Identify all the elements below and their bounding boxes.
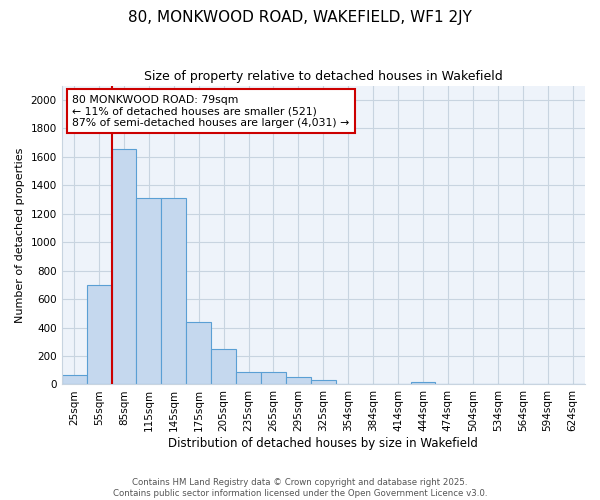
Text: 80 MONKWOOD ROAD: 79sqm
← 11% of detached houses are smaller (521)
87% of semi-d: 80 MONKWOOD ROAD: 79sqm ← 11% of detache… [72, 94, 349, 128]
Y-axis label: Number of detached properties: Number of detached properties [15, 148, 25, 322]
Bar [186, 322, 211, 384]
Bar [410, 382, 436, 384]
Bar [286, 378, 311, 384]
Title: Size of property relative to detached houses in Wakefield: Size of property relative to detached ho… [144, 70, 503, 83]
Text: 80, MONKWOOD ROAD, WAKEFIELD, WF1 2JY: 80, MONKWOOD ROAD, WAKEFIELD, WF1 2JY [128, 10, 472, 25]
Bar [62, 375, 86, 384]
Text: Contains HM Land Registry data © Crown copyright and database right 2025.
Contai: Contains HM Land Registry data © Crown c… [113, 478, 487, 498]
X-axis label: Distribution of detached houses by size in Wakefield: Distribution of detached houses by size … [169, 437, 478, 450]
Bar [236, 372, 261, 384]
Bar [86, 285, 112, 384]
Bar [161, 198, 186, 384]
Bar [261, 372, 286, 384]
Bar [112, 149, 136, 384]
Bar [311, 380, 336, 384]
Bar [136, 198, 161, 384]
Bar [211, 349, 236, 384]
